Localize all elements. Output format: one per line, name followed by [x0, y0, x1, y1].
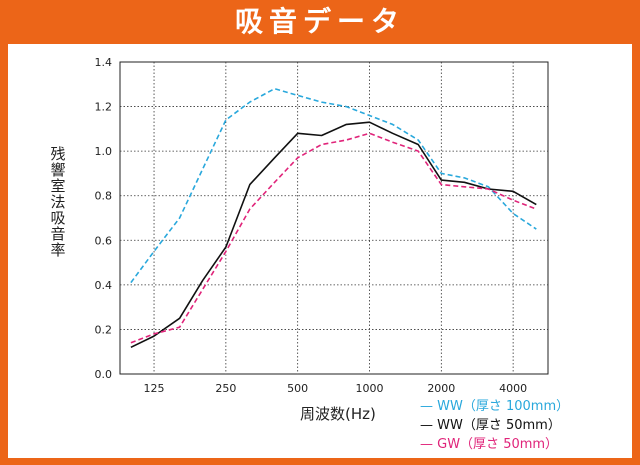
- page-title: 吸音データ: [234, 5, 405, 38]
- series-line-2: [130, 132, 537, 344]
- x-tick-label: 1000: [355, 382, 383, 395]
- y-tick-label: 0.2: [95, 323, 113, 336]
- x-tick-label: 250: [215, 382, 236, 395]
- legend: — WW（厚さ 100mm） — WW（厚さ 50mm） — GW（厚さ 50m…: [420, 397, 569, 454]
- x-tick-label: 2000: [427, 382, 455, 395]
- plot-area: [119, 61, 549, 375]
- series-line-1: [130, 121, 537, 349]
- y-axis-label-char: 音: [50, 225, 66, 243]
- y-tick-label: 0.0: [95, 368, 113, 381]
- x-tick-label: 500: [287, 382, 308, 395]
- y-tick-label: 1.4: [95, 56, 113, 69]
- y-tick-label: 1.2: [95, 101, 113, 114]
- y-axis-label-char: 室: [50, 177, 66, 195]
- y-tick-label: 0.4: [95, 279, 113, 292]
- y-tick-label: 0.8: [95, 190, 113, 203]
- y-axis-label-char: 率: [50, 241, 66, 259]
- y-axis-label-char: 法: [50, 193, 66, 211]
- y-tick-label: 1.0: [95, 145, 113, 158]
- y-axis-label: 残響室法吸音率: [48, 146, 68, 258]
- y-axis-label-char: 吸: [50, 209, 66, 227]
- legend-item-ww100: — WW（厚さ 100mm）: [420, 399, 570, 414]
- y-axis-label-char: 響: [50, 161, 66, 179]
- legend-item-ww50: — WW（厚さ 50mm）: [420, 418, 561, 433]
- y-tick-label: 0.6: [95, 234, 113, 247]
- series-line-0: [130, 87, 537, 284]
- x-axis-label: 周波数(Hz): [300, 405, 376, 423]
- x-tick-label: 4000: [499, 382, 527, 395]
- legend-item-gw50: — GW（厚さ 50mm）: [420, 437, 559, 452]
- y-axis-label-char: 残: [50, 145, 66, 163]
- x-tick-label: 125: [144, 382, 165, 395]
